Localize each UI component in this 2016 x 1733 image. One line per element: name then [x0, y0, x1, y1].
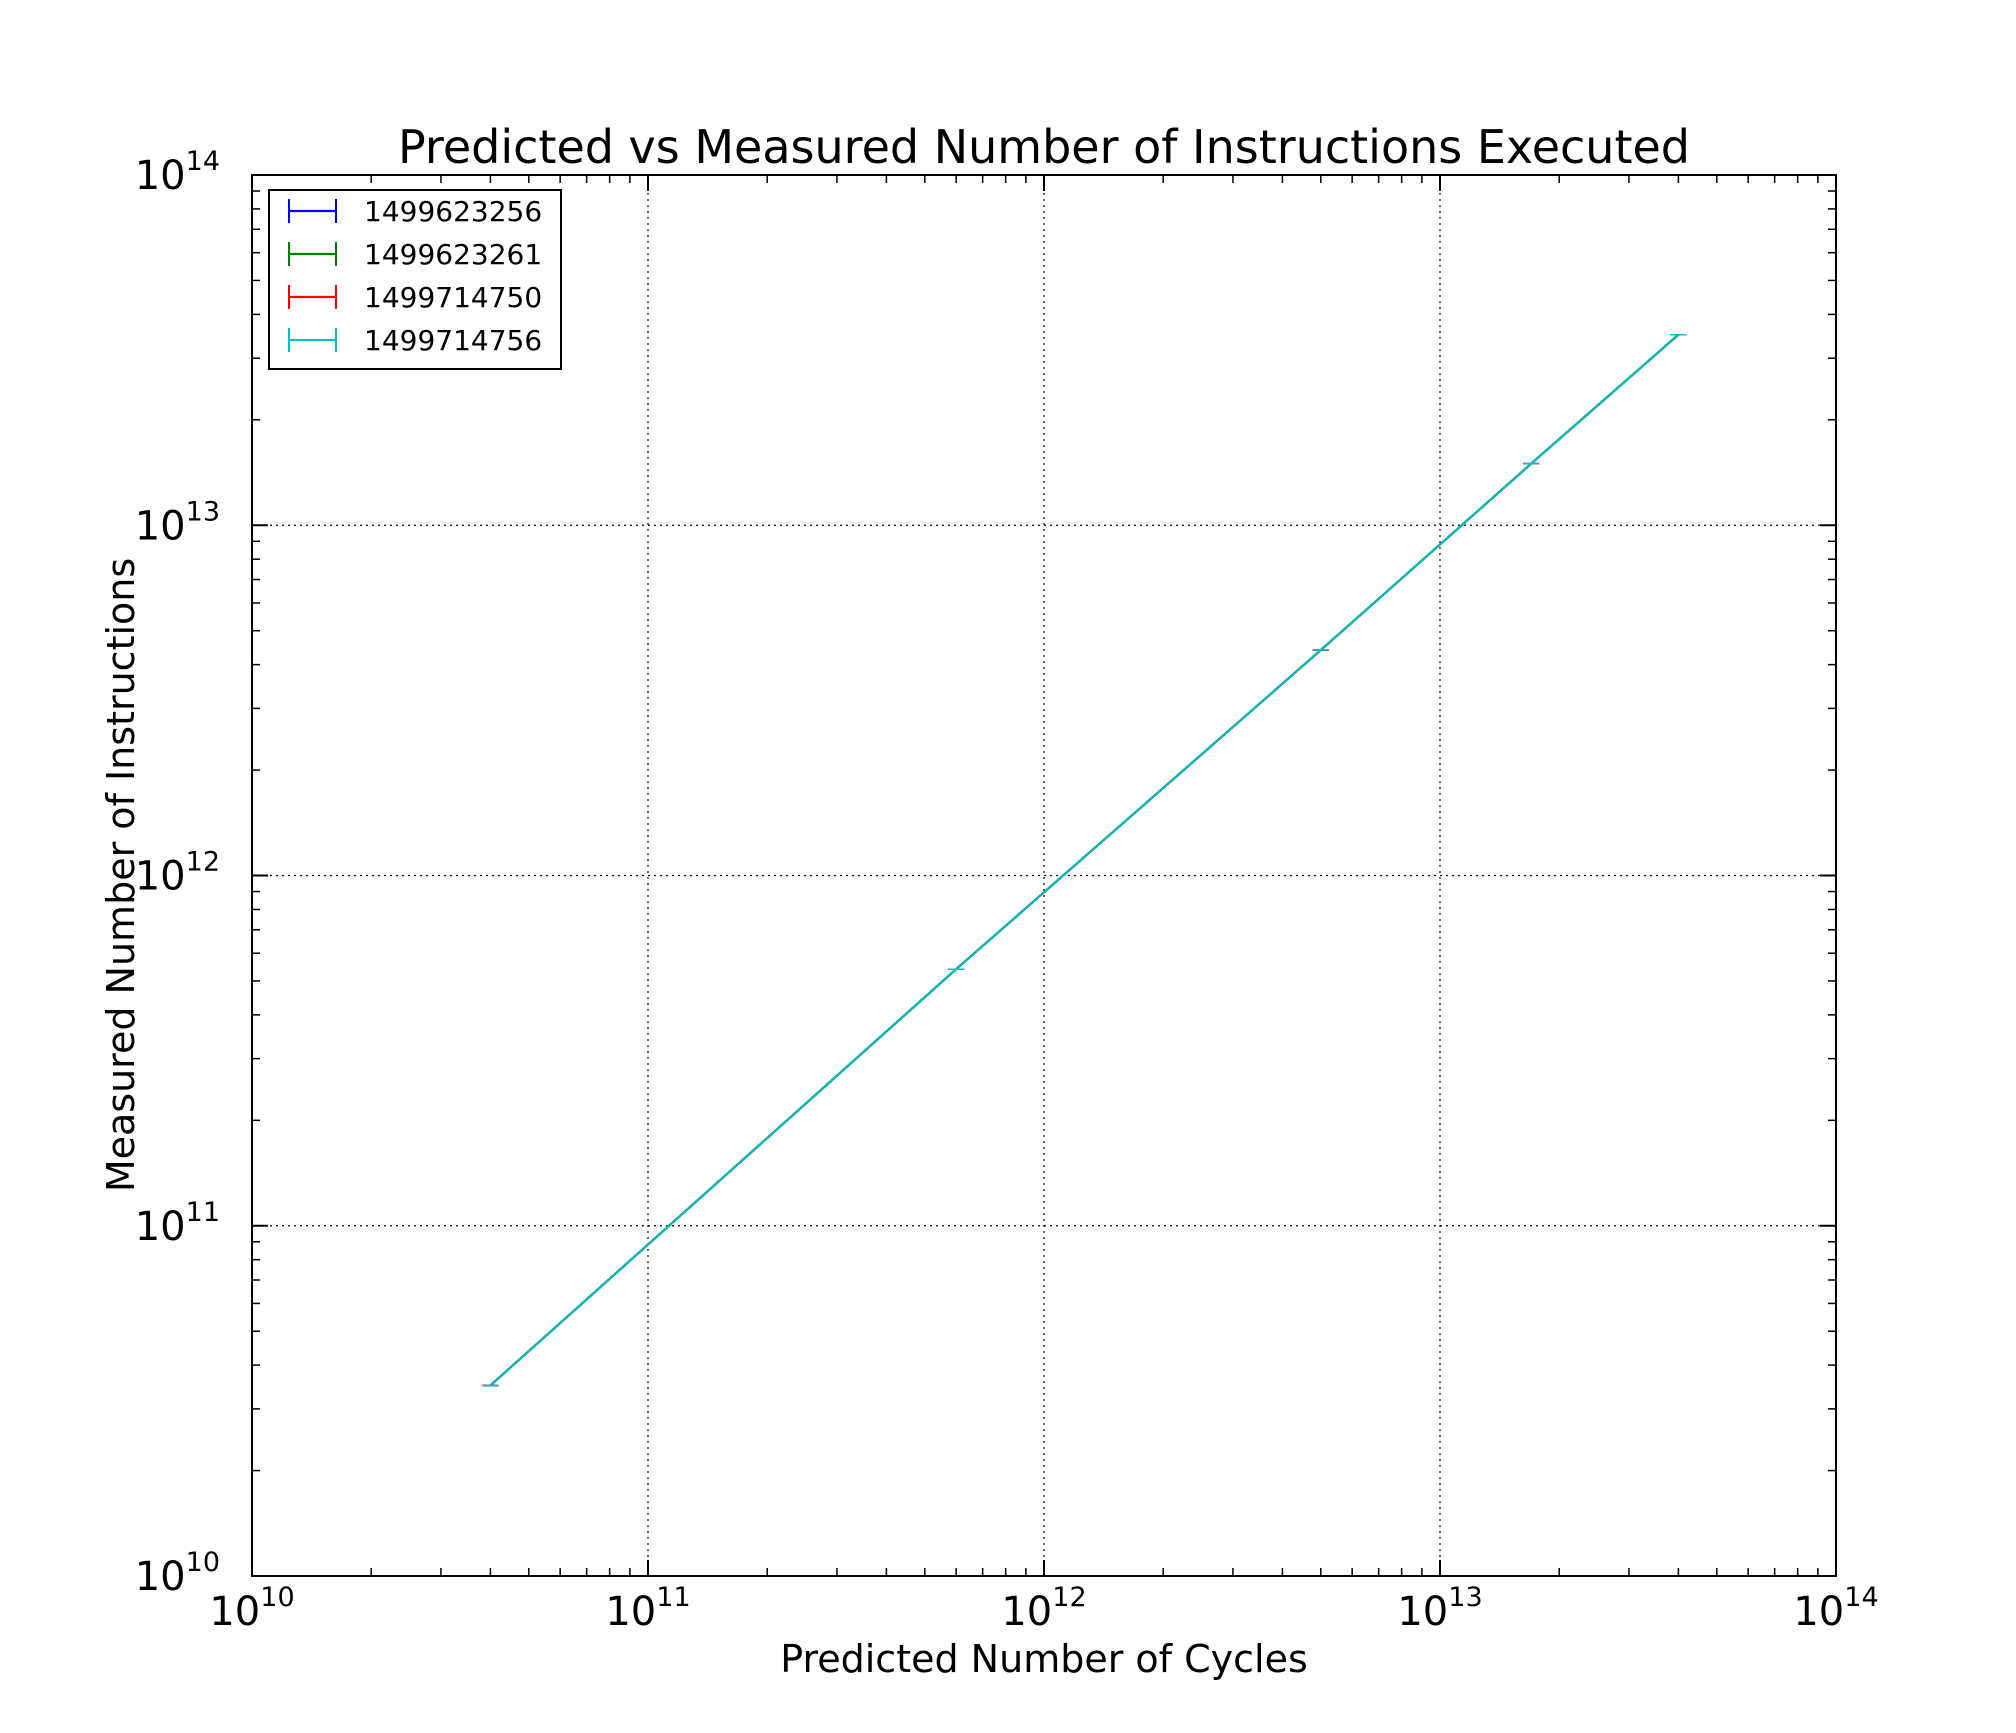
legend-label: 1499714750 — [364, 281, 542, 314]
chart-title: Predicted vs Measured Number of Instruct… — [398, 120, 1690, 174]
x-tick-base: 10 — [1793, 1589, 1844, 1635]
x-tick-label: 1011 — [605, 1582, 690, 1635]
y-tick-exponent: 11 — [186, 1197, 220, 1228]
y-tick-label: 1012 — [135, 847, 220, 900]
x-tick-exponent: 10 — [260, 1582, 294, 1613]
y-tick-base: 10 — [135, 503, 186, 549]
x-tick-label: 1014 — [1793, 1582, 1878, 1635]
x-tick-label: 1013 — [1397, 1582, 1482, 1635]
y-tick-base: 10 — [135, 854, 186, 900]
legend-entry: 1499623256 — [288, 195, 542, 228]
x-tick-base: 10 — [1001, 1589, 1052, 1635]
legend-entry: 1499714750 — [288, 281, 542, 314]
legend-entries: 1499623256 1499623261 1499714750 1499714756 — [288, 195, 542, 357]
x-tick-exponent: 14 — [1844, 1582, 1878, 1613]
legend-label: 1499714756 — [364, 324, 542, 357]
x-tick-label: 1010 — [209, 1582, 294, 1635]
y-tick-base: 10 — [135, 1554, 186, 1600]
legend-entry: 1499623261 — [288, 238, 542, 271]
minor-tick-layer — [252, 175, 1836, 1576]
y-tick-exponent: 12 — [186, 847, 220, 878]
x-tick-label: 1012 — [1001, 1582, 1086, 1635]
y-tick-label: 1014 — [135, 146, 220, 199]
y-tick-exponent: 13 — [186, 496, 220, 527]
y-tick-label: 1011 — [135, 1197, 220, 1250]
x-tick-exponent: 13 — [1448, 1582, 1482, 1613]
y-tick-label: 1010 — [135, 1547, 220, 1600]
x-tick-exponent: 12 — [1052, 1582, 1086, 1613]
series-layer — [482, 333, 1687, 1387]
y-tick-exponent: 14 — [186, 146, 220, 177]
y-tick-base: 10 — [135, 1204, 186, 1250]
plot-frame — [251, 174, 1837, 1577]
legend-label: 1499623256 — [364, 195, 542, 228]
y-tick-exponent: 10 — [186, 1547, 220, 1578]
x-tick-exponent: 11 — [656, 1582, 690, 1613]
grid-layer — [252, 175, 1836, 1576]
legend: 1499623256 1499623261 1499714750 1499714756 — [268, 189, 562, 370]
y-tick-base: 10 — [135, 153, 186, 199]
legend-entry: 1499714756 — [288, 324, 542, 357]
legend-label: 1499623261 — [364, 238, 542, 271]
y-axis-label: Measured Number of Instructions — [99, 558, 143, 1192]
x-tick-base: 10 — [605, 1589, 656, 1635]
x-axis-label: Predicted Number of Cycles — [780, 1637, 1308, 1681]
x-tick-base: 10 — [209, 1589, 260, 1635]
x-tick-base: 10 — [1397, 1589, 1448, 1635]
y-tick-label: 1013 — [135, 496, 220, 549]
